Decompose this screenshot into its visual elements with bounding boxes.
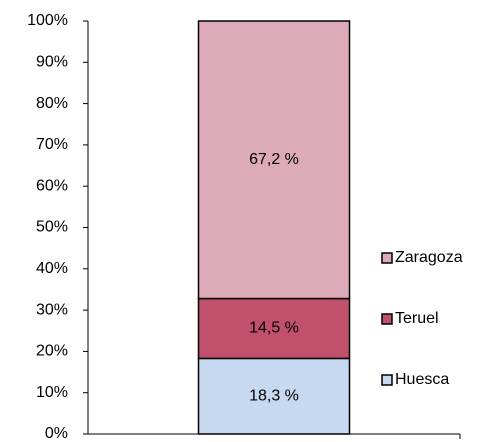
y-tick-label: 100% xyxy=(27,12,68,29)
bar-segment xyxy=(197,20,351,300)
y-tick-label: 30% xyxy=(36,301,68,318)
data-label: 14,5 % xyxy=(249,320,299,337)
legend-swatch xyxy=(381,374,393,386)
y-tick-label: 50% xyxy=(36,219,68,236)
legend-label: Teruel xyxy=(395,310,439,327)
y-tick-label: 40% xyxy=(36,260,68,277)
legend-swatch xyxy=(381,313,393,325)
legend-label: Huesca xyxy=(395,371,449,388)
data-label: 67,2 % xyxy=(249,151,299,168)
y-tick-label: 80% xyxy=(36,95,68,112)
legend-label: Zaragoza xyxy=(395,249,463,266)
y-tick-label: 0% xyxy=(45,425,68,442)
y-tick-label: 60% xyxy=(36,177,68,194)
data-label: 18,3 % xyxy=(249,387,299,404)
y-tick-label: 10% xyxy=(36,384,68,401)
y-tick-label: 20% xyxy=(36,343,68,360)
bar-segment xyxy=(197,357,351,435)
legend-swatch xyxy=(381,252,393,264)
y-tick-label: 70% xyxy=(36,136,68,153)
bar-segment xyxy=(197,297,351,360)
y-tick-label: 90% xyxy=(36,54,68,71)
